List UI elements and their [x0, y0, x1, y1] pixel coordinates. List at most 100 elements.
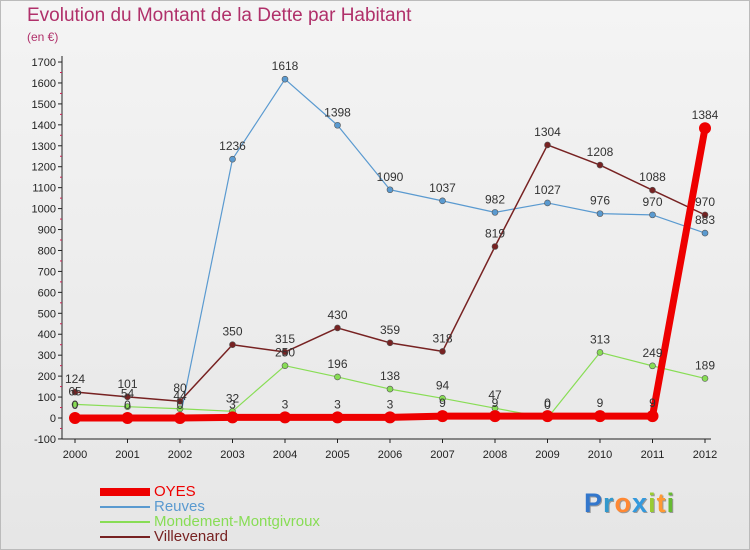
chart-title: Evolution du Montant de la Dette par Hab…: [27, 5, 412, 26]
data-point-reuves: [649, 211, 656, 219]
x-tick-label: 2001: [115, 449, 139, 461]
legend-label: OYES: [154, 483, 196, 500]
data-point-villevenard: [701, 211, 709, 219]
data-label-reuves: 982: [485, 192, 505, 206]
data-label-villevenard: 1208: [587, 145, 614, 159]
data-label-reuves: 1037: [429, 181, 456, 195]
y-tick-label: 0: [50, 413, 56, 425]
data-label-reuves: 970: [642, 195, 662, 209]
data-point-oyes: [226, 411, 239, 424]
data-label-oyes: 3: [229, 397, 236, 411]
x-tick-label: 2008: [483, 449, 507, 461]
data-label-mondement-montgivroux: 44: [173, 389, 187, 403]
legend-label: Mondement-Montgivroux: [154, 513, 320, 530]
data-point-villevenard: [439, 348, 446, 355]
data-label-villevenard: 124: [65, 372, 85, 386]
data-label-villevenard: 350: [222, 325, 242, 339]
chart-unit-label: (en €): [27, 30, 59, 44]
data-label-villevenard: 1088: [639, 170, 666, 184]
data-label-oyes: 0: [124, 398, 131, 412]
data-point-villevenard: [176, 397, 184, 405]
y-tick-label: 1600: [32, 78, 56, 90]
y-tick-label: 600: [38, 287, 56, 299]
data-point-oyes: [646, 410, 659, 423]
y-tick-label: 900: [38, 225, 56, 237]
y-tick-label: 100: [38, 392, 56, 404]
x-tick-label: 2011: [641, 449, 665, 461]
logo-letter: r: [603, 488, 615, 518]
legend-swatch: [100, 521, 150, 523]
y-tick-label: 700: [38, 266, 56, 278]
data-point-villevenard: [281, 348, 289, 356]
data-point-oyes: [594, 410, 606, 423]
data-point-mondement-montgivroux: [386, 385, 394, 393]
logo-letter: o: [614, 488, 633, 518]
data-label-reuves: 1618: [272, 59, 299, 73]
x-tick-label: 2012: [693, 449, 717, 461]
data-point-reuves: [386, 186, 394, 194]
data-point-reuves: [544, 199, 551, 207]
data-label-reuves: 976: [590, 194, 610, 208]
data-point-villevenard: [334, 324, 341, 332]
data-label-villevenard: 430: [327, 308, 347, 322]
y-tick-label: 1400: [32, 120, 56, 132]
data-point-villevenard: [649, 186, 656, 194]
y-tick-label: -100: [34, 434, 56, 446]
data-point-mondement-montgivroux: [649, 362, 656, 370]
data-point-villevenard: [71, 388, 79, 396]
y-tick-label: 1300: [32, 141, 56, 153]
data-label-villevenard: 318: [432, 331, 452, 345]
data-label-villevenard: 101: [117, 377, 137, 391]
data-point-oyes: [699, 122, 711, 135]
data-label-oyes: 0: [544, 396, 551, 410]
logo-letter: i: [666, 488, 676, 518]
data-point-reuves: [439, 197, 446, 205]
data-point-mondement-montgivroux: [334, 373, 341, 381]
y-tick-label: 400: [38, 329, 56, 341]
data-label-mondement-montgivroux: 65: [68, 384, 82, 398]
data-label-oyes: 1384: [692, 108, 719, 122]
x-tick-label: 2000: [63, 449, 87, 461]
data-point-oyes: [121, 412, 134, 424]
data-point-reuves: [596, 210, 604, 217]
x-tick-label: 2006: [378, 449, 402, 461]
legend-label: Villevenard: [154, 528, 228, 545]
data-point-oyes: [331, 411, 344, 424]
y-tick-label: 500: [38, 308, 56, 320]
data-point-mondement-montgivroux: [701, 375, 709, 382]
x-tick-label: 2003: [220, 449, 244, 461]
data-label-oyes: 3: [387, 397, 394, 411]
legend-swatch: [100, 488, 150, 496]
logo-letter: i: [648, 488, 657, 518]
x-tick-label: 2002: [168, 449, 192, 461]
data-label-mondement-montgivroux: 47: [488, 388, 502, 402]
data-label-reuves: 883: [695, 213, 715, 227]
data-label-villevenard: 970: [695, 195, 715, 209]
data-label-reuves: 1027: [534, 183, 561, 197]
data-point-mondement-montgivroux: [124, 403, 131, 410]
legend-swatch: [100, 506, 150, 508]
data-point-oyes: [489, 410, 501, 423]
data-label-villevenard: 1304: [534, 125, 561, 139]
y-tick-label: 1100: [32, 183, 56, 195]
data-point-villevenard: [386, 339, 394, 347]
data-point-mondement-montgivroux: [71, 401, 79, 408]
data-label-mondement-montgivroux: 250: [275, 346, 295, 360]
data-point-oyes: [174, 412, 186, 424]
x-tick-label: 2010: [588, 449, 612, 461]
x-tick-label: 2007: [430, 449, 454, 461]
data-label-mondement-montgivroux: 32: [226, 391, 240, 405]
data-label-mondement-montgivroux: 313: [590, 332, 610, 346]
data-label-villevenard: 315: [275, 332, 295, 346]
proxiti-logo: Proxiti: [584, 488, 675, 519]
data-label-villevenard: 819: [485, 227, 505, 241]
data-label-reuves: 1090: [377, 170, 404, 184]
data-point-reuves: [281, 75, 289, 83]
data-label-mondement-montgivroux: 54: [121, 387, 135, 401]
data-label-oyes: 9: [439, 396, 446, 410]
y-tick-label: 1700: [32, 57, 56, 69]
data-label-mondement-montgivroux: 196: [327, 357, 347, 371]
data-point-oyes: [279, 411, 291, 424]
y-tick-label: 1000: [32, 204, 56, 216]
